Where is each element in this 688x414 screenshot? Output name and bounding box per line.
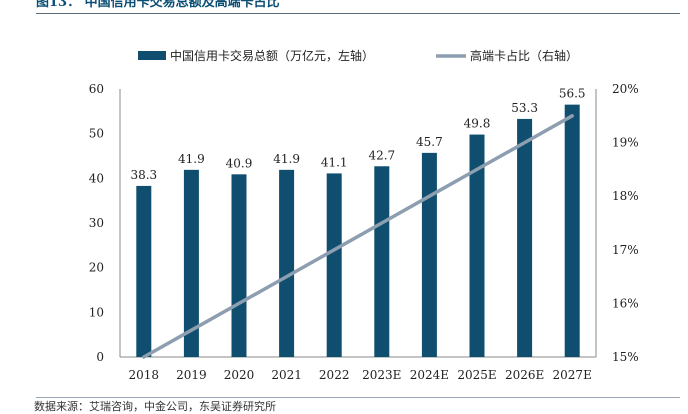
x-tick-label: 2022 [319, 368, 350, 382]
source-note: 数据来源：艾瑞咨询，中金公司，东吴证券研究所 [34, 400, 276, 413]
x-tick-label: 2027E [553, 368, 592, 382]
left-axis-tick-label: 10 [89, 305, 104, 319]
x-tick-labels: 2018 2019 2020 2021 2022 2023E 2024E 2025E 2026E… [129, 368, 592, 382]
legend: 中国信用卡交易总额（万亿元，左轴） 高端卡占比（右轴） [138, 48, 578, 63]
bar [469, 134, 485, 357]
bar-value-label: 45.7 [416, 135, 443, 149]
bar [564, 104, 580, 357]
x-tick-label: 2018 [129, 368, 160, 382]
legend-line-label: 高端卡占比（右轴） [470, 48, 578, 63]
bar-value-label: 42.7 [368, 148, 395, 162]
right-axis-tick-label: 15% [612, 350, 639, 364]
x-tick-label: 2024E [410, 368, 449, 382]
bar [279, 169, 295, 357]
legend-bar-swatch [138, 51, 166, 60]
x-tick-label: 2021 [271, 368, 302, 382]
bar-value-label: 38.3 [130, 168, 157, 182]
left-axis-tick-label: 30 [89, 216, 104, 230]
left-axis-tick-label: 50 [89, 127, 104, 141]
x-tick-label: 2019 [176, 368, 207, 382]
bar-value-label: 49.8 [464, 117, 491, 131]
bar-value-label: 41.9 [273, 152, 300, 166]
bar [136, 185, 152, 357]
right-axis-tick-labels: 15% 16% 17% 18% 19% 20% [612, 82, 639, 364]
right-axis-tick-label: 17% [612, 243, 639, 257]
bar-value-label: 56.5 [559, 87, 586, 101]
bar [421, 152, 437, 357]
left-axis-tick-labels: 0 10 20 30 40 50 60 [89, 82, 104, 364]
left-axis-tick-label: 40 [89, 171, 104, 185]
bar [517, 118, 533, 357]
share-line [142, 114, 574, 359]
right-axis-tick-label: 16% [612, 296, 639, 310]
legend-bar-label: 中国信用卡交易总额（万亿元，左轴） [170, 48, 374, 63]
bar-value-label: 41.1 [321, 155, 348, 169]
x-tick-label: 2020 [224, 368, 255, 382]
figure-title: 图13： 中国信用卡交易总额及高端卡占比 [36, 0, 280, 10]
bar [326, 173, 342, 357]
bar-value-label: 41.9 [178, 152, 205, 166]
bar [231, 174, 247, 357]
bar-value-label: 53.3 [511, 101, 538, 115]
title-rule [36, 13, 680, 14]
right-axis-tick-label: 20% [612, 82, 639, 96]
bar-labels: 38.3 41.9 40.9 41.9 41.1 42.7 45.7 49.8 53.3 56.5 [130, 87, 585, 182]
left-axis-tick-label: 0 [96, 350, 104, 364]
source-rule [36, 397, 680, 398]
x-tick-label: 2023E [362, 368, 401, 382]
x-tick-label: 2025E [457, 368, 496, 382]
bar [183, 169, 199, 357]
bar [374, 166, 390, 357]
right-axis-tick-label: 19% [612, 136, 639, 150]
line-series [142, 114, 574, 359]
x-tick-label: 2026E [505, 368, 544, 382]
left-axis-tick-label: 20 [89, 261, 104, 275]
axes [119, 89, 597, 358]
left-axis-tick-label: 60 [89, 82, 104, 96]
bar-series [136, 104, 580, 357]
right-axis-tick-label: 18% [612, 189, 639, 203]
bar-value-label: 40.9 [226, 156, 253, 170]
